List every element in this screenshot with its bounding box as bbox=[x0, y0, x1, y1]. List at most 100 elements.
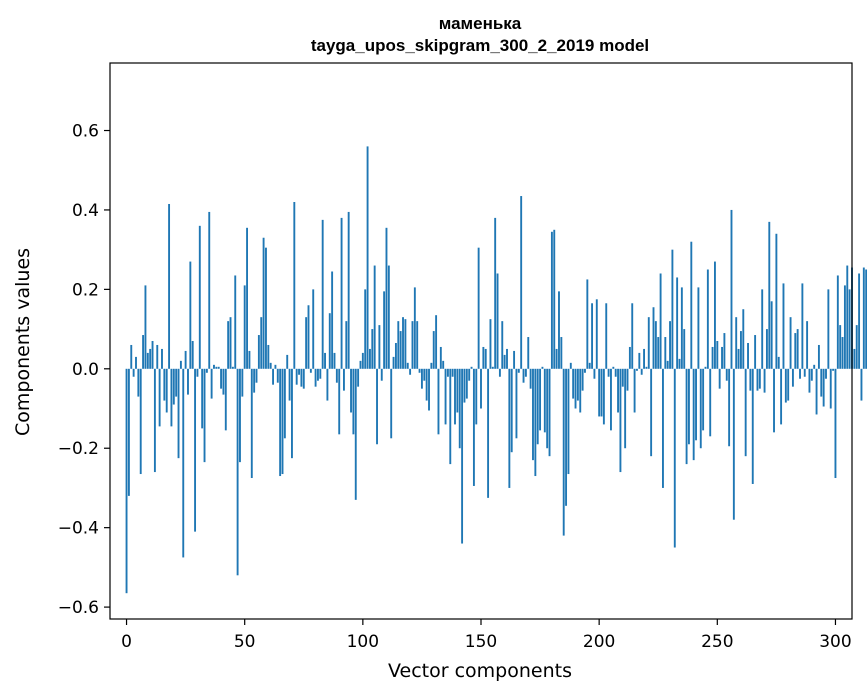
bar bbox=[697, 287, 700, 369]
bar bbox=[725, 368, 728, 381]
bar bbox=[588, 362, 591, 369]
bar bbox=[683, 329, 686, 369]
bar bbox=[688, 368, 690, 445]
bar bbox=[191, 341, 194, 369]
bar bbox=[189, 261, 192, 369]
bar bbox=[470, 366, 473, 369]
bar bbox=[787, 368, 790, 401]
bar bbox=[454, 368, 456, 425]
bar bbox=[723, 333, 726, 369]
bar bbox=[149, 348, 152, 369]
bar bbox=[659, 273, 662, 369]
bar bbox=[584, 368, 586, 373]
bar bbox=[368, 348, 371, 369]
bar bbox=[581, 368, 584, 391]
chart-subtitle: tayga_upos_skipgram_300_2_2019 model bbox=[311, 36, 649, 55]
bar bbox=[361, 352, 364, 369]
y-tick-label: 0.0 bbox=[72, 360, 99, 380]
y-tick-label: 0.2 bbox=[72, 280, 99, 300]
bar bbox=[569, 362, 572, 369]
bar bbox=[394, 342, 397, 369]
bar bbox=[317, 368, 319, 381]
bar bbox=[456, 368, 459, 413]
bar bbox=[858, 273, 861, 369]
bar bbox=[546, 368, 549, 449]
bar bbox=[730, 209, 733, 369]
bar bbox=[215, 366, 218, 369]
bar bbox=[255, 368, 258, 383]
bar bbox=[236, 368, 239, 576]
bar bbox=[300, 368, 303, 387]
y-axis-label: Components values bbox=[12, 248, 34, 436]
bar bbox=[347, 211, 350, 369]
bar bbox=[539, 368, 542, 431]
bar bbox=[860, 368, 863, 401]
bar bbox=[808, 368, 811, 393]
bar bbox=[676, 277, 679, 369]
bar bbox=[645, 366, 648, 369]
bar bbox=[702, 368, 705, 431]
bar bbox=[458, 368, 461, 449]
bar bbox=[829, 368, 832, 409]
bar bbox=[836, 275, 839, 369]
bar bbox=[146, 352, 149, 369]
bar bbox=[517, 368, 520, 373]
bar bbox=[614, 368, 617, 377]
bar bbox=[843, 285, 846, 369]
bar bbox=[673, 368, 676, 548]
bar bbox=[515, 368, 518, 439]
bar bbox=[839, 325, 842, 369]
bar bbox=[685, 368, 688, 465]
bar bbox=[520, 196, 523, 369]
bar bbox=[402, 317, 404, 369]
bar bbox=[765, 329, 768, 369]
bar bbox=[198, 225, 201, 369]
bar bbox=[595, 299, 598, 369]
bar bbox=[298, 368, 300, 375]
bar bbox=[413, 287, 416, 369]
bar bbox=[572, 368, 575, 399]
bar bbox=[205, 368, 208, 373]
x-tick-label: 300 bbox=[819, 632, 851, 652]
bar bbox=[184, 350, 187, 369]
bar bbox=[446, 368, 449, 377]
bar bbox=[524, 368, 527, 377]
bar bbox=[243, 285, 246, 369]
bar bbox=[130, 344, 133, 369]
bar bbox=[291, 368, 293, 459]
bar bbox=[784, 368, 787, 403]
bar bbox=[385, 227, 388, 369]
bar bbox=[430, 362, 433, 369]
bar bbox=[794, 333, 797, 369]
bar bbox=[217, 366, 220, 369]
bar bbox=[638, 352, 641, 369]
bar bbox=[380, 368, 383, 381]
bar bbox=[142, 335, 145, 369]
bar bbox=[612, 366, 615, 369]
bar bbox=[451, 368, 454, 377]
bar bbox=[465, 368, 468, 399]
bar bbox=[657, 337, 660, 369]
bar bbox=[855, 325, 858, 369]
bar bbox=[359, 360, 362, 369]
bar bbox=[770, 301, 773, 369]
bar bbox=[352, 368, 355, 435]
bar bbox=[669, 321, 671, 369]
bar bbox=[498, 368, 501, 377]
x-tick-label: 0 bbox=[121, 632, 132, 652]
bar bbox=[751, 368, 754, 484]
bar bbox=[432, 331, 435, 369]
bar bbox=[503, 354, 506, 369]
bar bbox=[617, 368, 619, 413]
bar bbox=[172, 368, 175, 405]
bar bbox=[418, 368, 421, 373]
bar bbox=[366, 146, 369, 369]
bar bbox=[513, 350, 516, 369]
x-axis-ticks: 0 50 100 150 200 250 300 bbox=[121, 619, 852, 652]
bar bbox=[827, 289, 830, 369]
bar bbox=[706, 269, 709, 369]
bar bbox=[390, 368, 393, 439]
bar bbox=[562, 368, 565, 536]
y-tick-label: −0.6 bbox=[58, 598, 99, 618]
